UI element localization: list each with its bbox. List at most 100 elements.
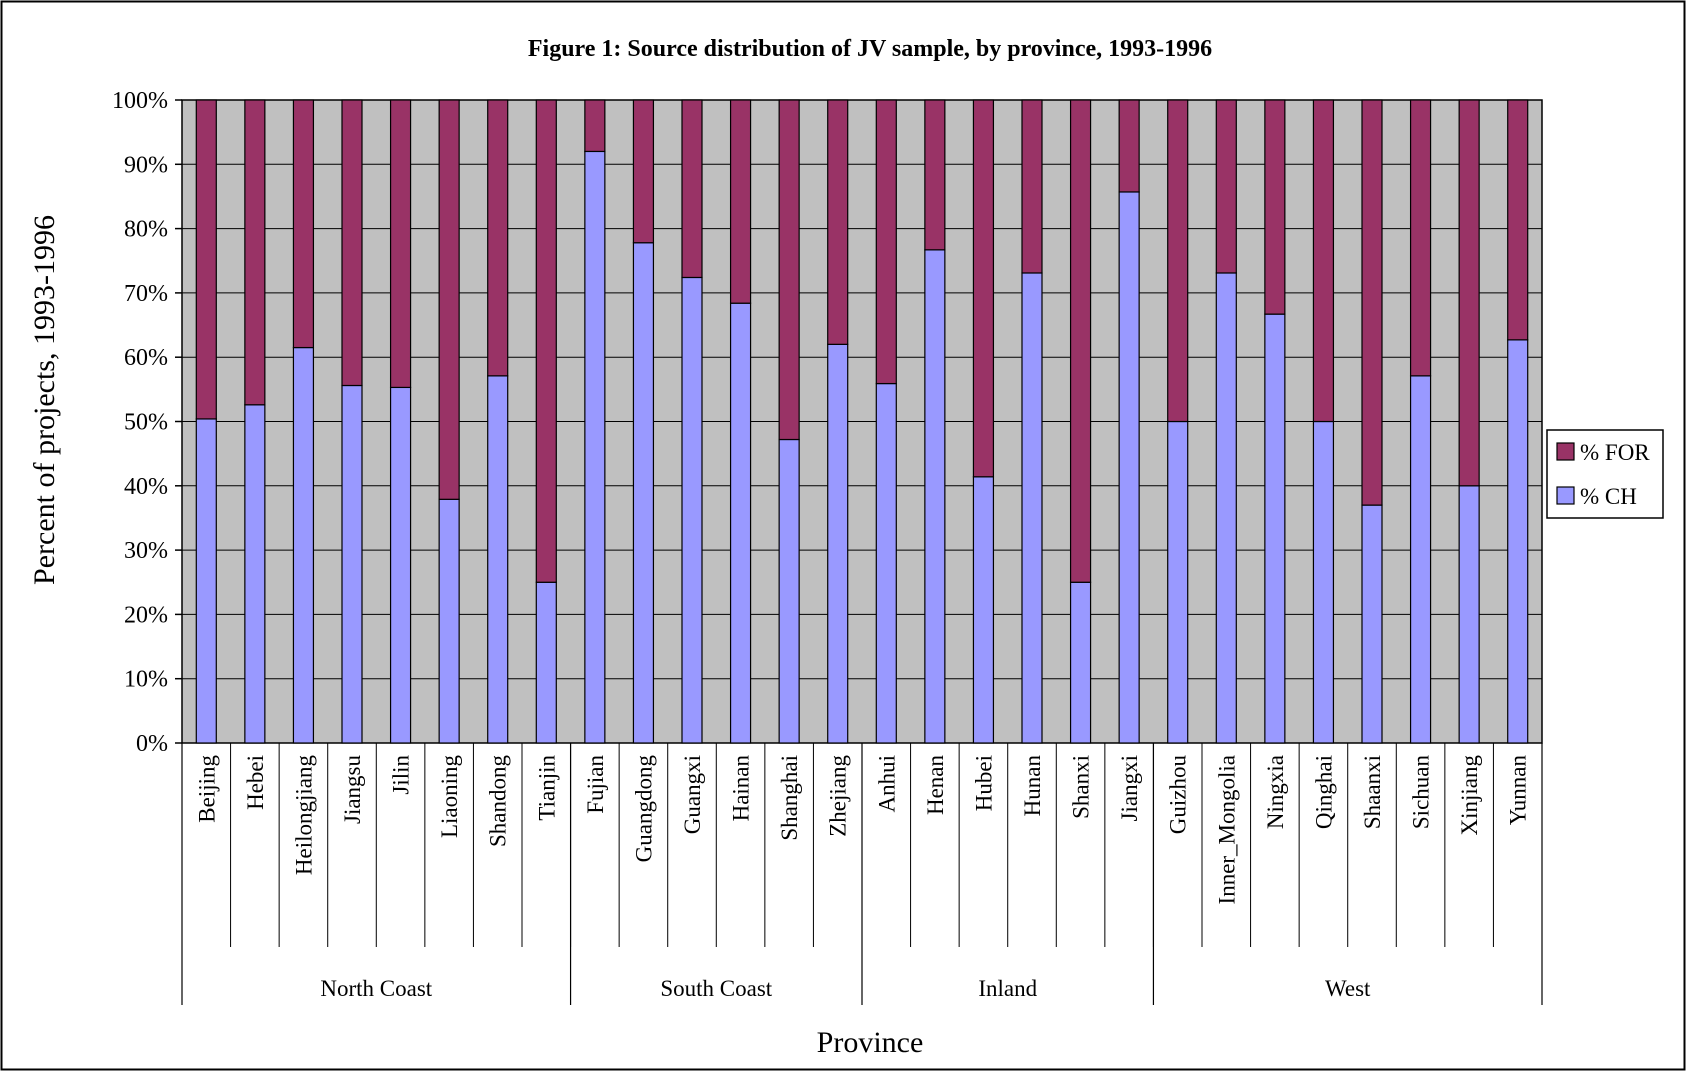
x-tick-label: Hebei bbox=[243, 755, 268, 810]
x-tick-label: Sichuan bbox=[1409, 755, 1434, 830]
bar-for-beijing bbox=[195, 99, 217, 420]
bar-for-inner_mongolia bbox=[1215, 99, 1237, 274]
y-tick-label: 40% bbox=[124, 474, 168, 500]
bar-ch-jiangxi bbox=[1118, 191, 1140, 744]
x-tick-label: Shanghai bbox=[777, 755, 802, 841]
x-tick-label: Beijing bbox=[194, 755, 219, 823]
x-tick-label: Qinghai bbox=[1311, 755, 1336, 829]
bar-for-heilongjiang bbox=[292, 99, 315, 349]
bar-ch-qinghai bbox=[1312, 420, 1335, 744]
bar-ch-hunan bbox=[1021, 272, 1043, 744]
x-tick-label: Fujian bbox=[583, 755, 608, 814]
bar-ch-shanghai bbox=[778, 438, 800, 744]
chart-title: Figure 1: Source distribution of JV samp… bbox=[528, 36, 1212, 62]
legend-swatch-ch bbox=[1556, 486, 1575, 505]
y-axis-ticks: 0% 10% 20% 30% 40% 50% 60% 70% 80% 90% 100% bbox=[112, 88, 182, 757]
x-tick-label: Jiangxi bbox=[1117, 755, 1142, 821]
bar-for-guizhou bbox=[1167, 99, 1189, 423]
group-label: South Coast bbox=[660, 976, 772, 1001]
x-tick-label: Guangxi bbox=[680, 755, 705, 834]
bar-ch-tianjin bbox=[535, 581, 557, 744]
bar-for-zhejiang bbox=[827, 99, 849, 345]
bar-ch-beijing bbox=[195, 418, 217, 744]
bar-for-jiangsu bbox=[341, 99, 363, 387]
bar-for-shandong bbox=[487, 99, 509, 377]
x-tick-label: Guangdong bbox=[631, 755, 656, 863]
bar-ch-guangxi bbox=[681, 276, 703, 744]
x-tick-label: Liaoning bbox=[437, 755, 462, 839]
legend-swatch-for bbox=[1556, 442, 1575, 461]
x-tick-label: Hunan bbox=[1020, 755, 1045, 817]
x-tick-label: Anhui bbox=[874, 755, 899, 813]
bar-for-shaanxi bbox=[1361, 99, 1383, 506]
bar-ch-fujian bbox=[584, 150, 606, 744]
x-tick-label: Ningxia bbox=[1263, 755, 1288, 829]
y-tick-label: 70% bbox=[124, 281, 168, 307]
x-tick-label: Jilin bbox=[389, 755, 414, 795]
x-tick-label: Yunnan bbox=[1506, 755, 1531, 826]
y-tick-label: 90% bbox=[124, 152, 168, 178]
y-axis-label: Percent of projects, 1993-1996 bbox=[28, 215, 61, 585]
bar-for-qinghai bbox=[1312, 99, 1335, 423]
bar-for-henan bbox=[924, 99, 946, 251]
bar-ch-liaoning bbox=[438, 498, 460, 744]
x-tick-label: Shaanxi bbox=[1360, 755, 1385, 829]
x-tick-label: Shanxi bbox=[1069, 755, 1094, 819]
bar-ch-guizhou bbox=[1167, 420, 1189, 744]
x-tick-label: Inner_Mongolia bbox=[1214, 755, 1239, 904]
bar-ch-shandong bbox=[487, 375, 509, 744]
bar-ch-anhui bbox=[875, 382, 897, 744]
x-axis-groups: North Coast South Coast Inland West bbox=[181, 743, 1543, 1005]
bars bbox=[195, 99, 1529, 744]
x-tick-label: Henan bbox=[923, 755, 948, 816]
bar-ch-hainan bbox=[729, 302, 752, 744]
bar-for-tianjin bbox=[535, 99, 557, 583]
bar-ch-jiangsu bbox=[341, 384, 363, 744]
x-tick-label: Hubei bbox=[971, 755, 996, 811]
bar-for-shanghai bbox=[778, 99, 800, 441]
bar-ch-xinjiang bbox=[1458, 485, 1480, 744]
bar-ch-hebei bbox=[244, 404, 266, 744]
bar-for-jiangxi bbox=[1118, 99, 1140, 193]
bar-ch-shaanxi bbox=[1361, 504, 1383, 744]
bar-for-sichuan bbox=[1409, 99, 1432, 377]
legend: % FOR % CH bbox=[1546, 429, 1664, 519]
bar-ch-ningxia bbox=[1264, 313, 1286, 744]
bar-for-guangdong bbox=[632, 99, 655, 244]
x-tick-label: Xinjiang bbox=[1457, 755, 1482, 836]
y-tick-label: 80% bbox=[124, 217, 168, 243]
legend-label-for: % FOR bbox=[1580, 440, 1650, 465]
bar-for-xinjiang bbox=[1458, 99, 1480, 487]
x-axis-label: Province bbox=[817, 1026, 924, 1059]
bar-ch-jilin bbox=[389, 386, 412, 744]
bar-for-fujian bbox=[584, 99, 606, 153]
group-label: Inland bbox=[978, 976, 1037, 1001]
bar-ch-sichuan bbox=[1409, 375, 1432, 744]
bar-ch-zhejiang bbox=[827, 343, 849, 744]
y-tick-label: 30% bbox=[124, 538, 168, 564]
x-tick-label: Heilongjiang bbox=[291, 755, 316, 876]
group-label: West bbox=[1325, 976, 1371, 1001]
y-tick-label: 10% bbox=[124, 667, 168, 693]
bar-for-hunan bbox=[1021, 99, 1043, 274]
x-tick-label: Jiangsu bbox=[340, 755, 365, 825]
bar-ch-guangdong bbox=[632, 242, 655, 744]
x-axis-categories: Beijing Hebei Heilongjiang Jiangsu Jilin Liao… bbox=[194, 743, 1531, 947]
x-tick-label: Tianjin bbox=[534, 755, 559, 821]
bar-for-hebei bbox=[244, 99, 266, 406]
bar-ch-yunnan bbox=[1507, 339, 1529, 744]
bar-for-anhui bbox=[875, 99, 897, 385]
bar-for-jilin bbox=[389, 99, 412, 389]
bar-ch-hubei bbox=[972, 476, 995, 744]
bar-ch-shanxi bbox=[1069, 581, 1092, 744]
bar-ch-inner_mongolia bbox=[1215, 272, 1237, 744]
x-tick-label: Hainan bbox=[729, 755, 754, 822]
x-tick-label: Shandong bbox=[486, 755, 511, 848]
y-tick-label: 100% bbox=[112, 88, 168, 114]
x-tick-label: Zhejiang bbox=[826, 755, 851, 837]
bar-for-liaoning bbox=[438, 99, 460, 500]
bar-for-hubei bbox=[972, 99, 995, 478]
bar-for-hainan bbox=[729, 99, 752, 304]
group-label: North Coast bbox=[320, 976, 432, 1001]
